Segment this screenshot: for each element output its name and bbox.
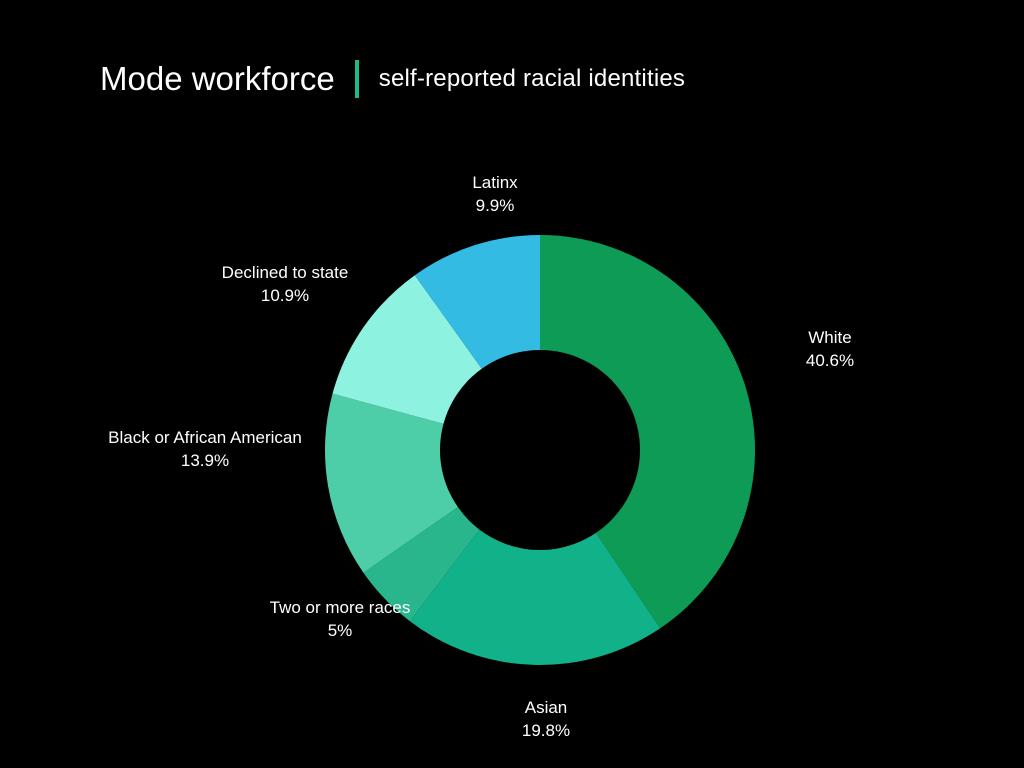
slice-label: Black or African American13.9% (108, 427, 302, 473)
donut-hole (440, 350, 640, 550)
slice-label-name: Black or African American (108, 427, 302, 450)
slice-label-value: 5% (270, 620, 411, 643)
slice-label: Latinx9.9% (472, 172, 517, 218)
slice-label-value: 13.9% (108, 450, 302, 473)
slice-label: Asian19.8% (522, 697, 570, 743)
slice-label-value: 9.9% (472, 195, 517, 218)
slice-label-name: Asian (522, 697, 570, 720)
page-root: Mode workforce self-reported racial iden… (0, 0, 1024, 768)
donut-svg (0, 0, 1024, 768)
slice-label-value: 10.9% (222, 285, 349, 308)
slice-label: Two or more races5% (270, 597, 411, 643)
slice-label-name: Declined to state (222, 262, 349, 285)
slice-label: Declined to state10.9% (222, 262, 349, 308)
donut-chart: White40.6% Asian19.8% Two or more races5% B… (0, 0, 1024, 768)
slice-label: White40.6% (806, 327, 854, 373)
slice-label-name: Two or more races (270, 597, 411, 620)
slice-label-value: 40.6% (806, 350, 854, 373)
slice-label-value: 19.8% (522, 720, 570, 743)
slice-label-name: White (806, 327, 854, 350)
slice-label-name: Latinx (472, 172, 517, 195)
